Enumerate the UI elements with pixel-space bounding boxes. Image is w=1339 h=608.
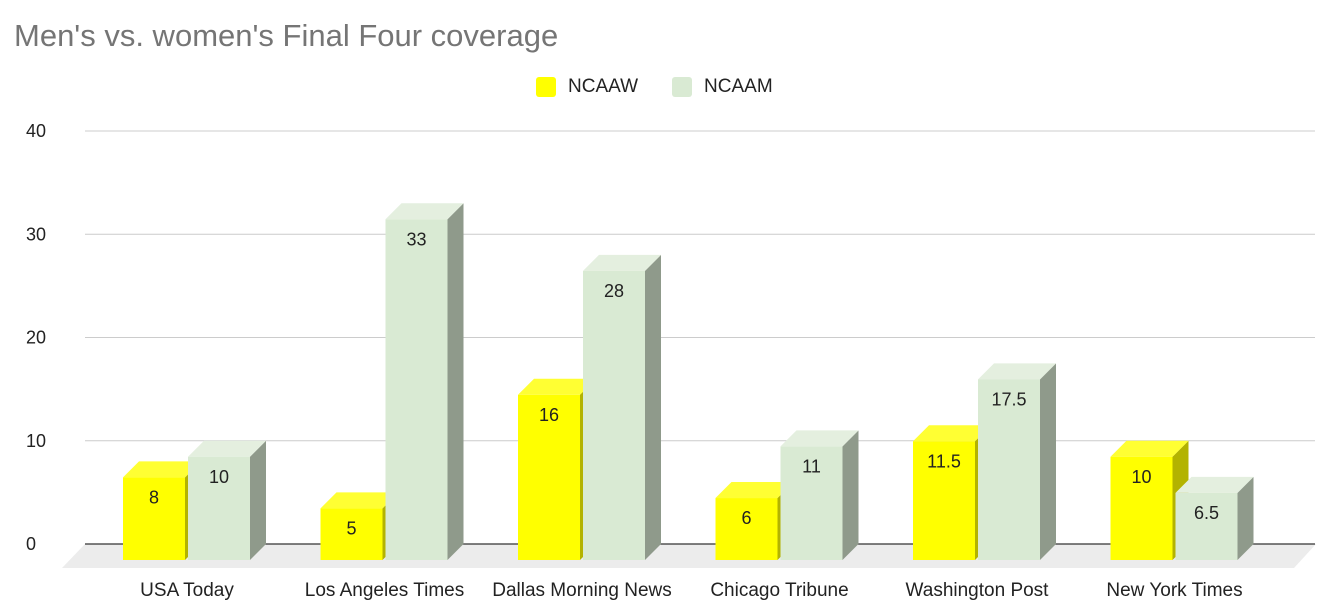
data-label: 8 (149, 487, 159, 507)
bar-top (188, 440, 266, 457)
data-label: 10 (1131, 467, 1151, 487)
bar-top (1175, 476, 1254, 493)
legend-item-ncaam: NCAAM (672, 76, 773, 98)
y-tick-label: 20 (26, 328, 46, 348)
bar (978, 379, 1040, 560)
legend-label-ncaam: NCAAM (704, 76, 773, 97)
bar (780, 446, 843, 560)
data-label: 33 (406, 229, 426, 249)
data-label: 16 (539, 405, 559, 425)
data-label: 6.5 (1194, 503, 1219, 523)
bar-top (913, 425, 991, 442)
legend-item-ncaaw: NCAAW (536, 76, 638, 98)
x-tick-label: Dallas Morning News (492, 580, 672, 601)
x-tick-label: New York Times (1106, 580, 1242, 601)
bar-side (842, 430, 859, 560)
bar (123, 477, 185, 560)
y-tick-label: 30 (26, 224, 46, 244)
x-tick-label: Chicago Tribune (710, 580, 848, 601)
bar-top (518, 378, 596, 395)
y-tick-label: 40 (26, 121, 46, 141)
bar-side (1237, 476, 1254, 560)
bar-side (1040, 363, 1056, 560)
bar-top (1110, 440, 1189, 457)
y-tick-label: 0 (26, 534, 36, 554)
bar-side (250, 440, 266, 560)
bar (385, 219, 448, 560)
data-label: 11.5 (927, 451, 961, 471)
bar (1175, 492, 1238, 560)
y-tick-label: 10 (26, 431, 46, 451)
data-label: 6 (741, 508, 751, 528)
data-label: 17.5 (991, 389, 1026, 409)
bar (188, 456, 250, 560)
data-label: 10 (209, 467, 229, 487)
bar-top (780, 430, 859, 447)
bar-side (645, 254, 661, 560)
legend: NCAAW NCAAM (536, 76, 807, 98)
x-tick-label: Washington Post (906, 580, 1050, 601)
data-label: 5 (346, 518, 356, 538)
x-tick-label: Los Angeles Times (305, 580, 464, 601)
bar-top (385, 203, 464, 220)
bar (715, 498, 778, 560)
x-tick-label: USA Today (140, 580, 234, 601)
bar (320, 508, 383, 560)
bar-top (320, 492, 399, 509)
bar (583, 270, 645, 560)
data-label: 28 (604, 281, 624, 301)
bar-top (583, 254, 661, 271)
bar-side (447, 203, 464, 560)
chart-title: Men's vs. women's Final Four coverage (14, 18, 559, 53)
data-label: 11 (802, 456, 821, 476)
legend-label-ncaaw: NCAAW (568, 76, 639, 97)
legend-swatch-ncaam (672, 77, 693, 97)
legend-swatch-ncaaw (536, 77, 556, 97)
bar-top (715, 482, 794, 499)
bar (518, 394, 580, 560)
bar-top (123, 461, 201, 478)
bar (913, 441, 975, 560)
bar-top (978, 363, 1056, 380)
bar (1110, 456, 1173, 560)
